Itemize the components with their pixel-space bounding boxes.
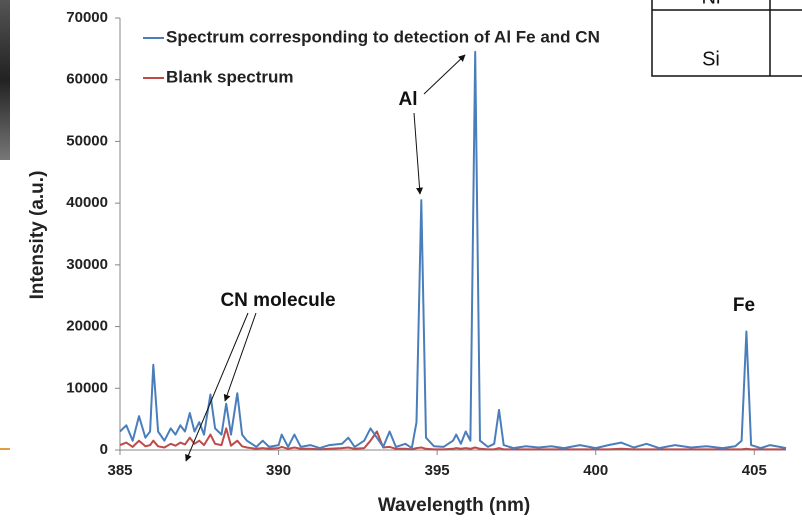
annotation-arrow [413,112,424,195]
x-axis-label: Wavelength (nm) [378,495,530,516]
series-line [119,427,786,451]
legend-label: Blank spectrum [166,67,294,86]
annotation-arrow [223,312,257,402]
y-tick-label: 60000 [66,71,108,88]
y-tick-label: 0 [100,441,108,458]
photo-fragment [0,0,10,160]
y-tick-label: 20000 [66,318,108,335]
y-tick-label: 10000 [66,379,108,396]
table-fragment: Ni Si [651,0,802,77]
annotation: CN molecule [220,290,335,311]
series-line [119,50,787,450]
annotation-arrow [185,312,249,462]
x-tick-label: 405 [742,462,767,479]
y-tick-label: 30000 [66,256,108,273]
table-cell: Si [702,48,720,70]
table-cell: Ni [702,0,721,8]
x-tick-label: 400 [583,462,608,479]
annotation: Fe [733,295,755,316]
table-border [651,0,802,77]
x-tick-label: 395 [425,462,450,479]
y-tick-label: 40000 [66,194,108,211]
y-tick-label: 70000 [66,9,108,26]
annotation: Al [399,89,418,110]
x-tick-label: 390 [266,462,291,479]
x-tick-label: 385 [107,462,132,479]
annotation-arrow [423,54,466,95]
y-tick-label: 50000 [66,132,108,149]
legend-label: Spectrum corresponding to detection of A… [166,27,600,46]
y-axis-label: Intensity (a.u.) [27,171,48,300]
